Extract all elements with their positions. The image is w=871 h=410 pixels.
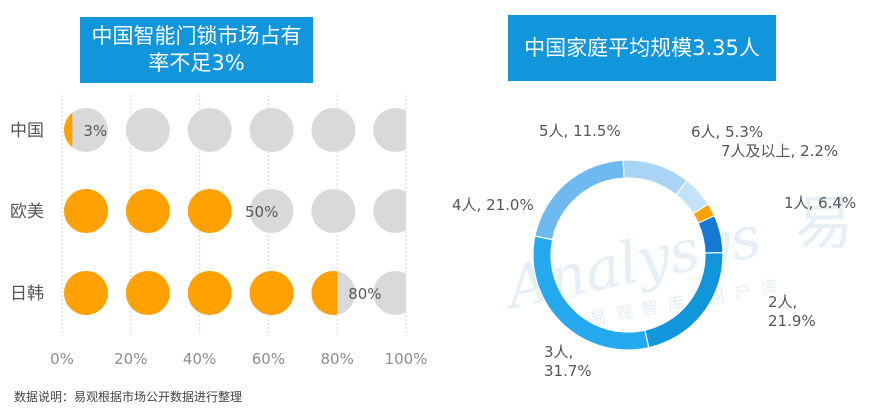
slice-label: 5人, 11.5% xyxy=(539,122,621,140)
data-label: 3% xyxy=(83,122,107,140)
donut-slice xyxy=(644,251,724,349)
household-size-donut-chart: 1人, 6.4% 2人, 21.9% 3人, 31.7% 4人, 21.0% 5人, 11.… xyxy=(452,122,856,380)
donut-slice xyxy=(534,159,625,241)
pictograph-icon-empty xyxy=(125,108,170,152)
left-chart-title-line-1: 中国智能门锁市场占有 xyxy=(91,24,302,48)
x-tick-label: 20% xyxy=(114,350,147,368)
pictograph-icon-empty xyxy=(187,108,232,152)
pictograph-icon-filled xyxy=(311,271,338,315)
pictograph-icon-filled xyxy=(64,271,108,315)
pictograph-icon-filled xyxy=(64,189,108,233)
pictograph-icon-filled xyxy=(125,189,170,233)
category-label: 欧美 xyxy=(10,202,44,222)
pictograph-icon-empty xyxy=(373,189,406,233)
pictograph-icon-empty xyxy=(249,189,294,233)
slice-label-line: 21.9% xyxy=(768,312,816,330)
category-label: 中国 xyxy=(10,121,44,141)
pictograph-icon-empty xyxy=(311,108,356,152)
slice-label: 7人及以上, 2.2% xyxy=(721,142,838,160)
pictograph-icon-empty xyxy=(373,271,406,315)
data-label: 80% xyxy=(348,285,381,303)
donut-slice xyxy=(692,203,716,224)
x-tick-label: 100% xyxy=(385,350,428,368)
slice-label: 2人, 21.9% xyxy=(768,293,816,330)
pictograph-row xyxy=(64,271,406,315)
pictograph-icon-empty xyxy=(311,189,356,233)
pictograph-icon-empty xyxy=(64,108,108,152)
slice-label: 6人, 5.3% xyxy=(691,123,763,141)
left-chart-title-line-2: 率不足3% xyxy=(148,51,245,75)
footnote: 数据说明：易观根据市场公开数据进行整理 xyxy=(14,390,243,404)
data-label: 50% xyxy=(245,203,278,221)
left-chart-title: 中国智能门锁市场占有 率不足3% xyxy=(80,17,313,83)
pictograph-icon-filled xyxy=(187,271,232,315)
pictograph-icon-filled xyxy=(125,271,170,315)
slice-label: 3人, 31.7% xyxy=(544,343,592,380)
pictograph-icon-filled xyxy=(64,112,73,148)
x-tick-label: 40% xyxy=(183,350,216,368)
pictograph-row xyxy=(64,189,406,233)
pictograph-icon-filled xyxy=(249,271,294,315)
pictograph-icon-empty xyxy=(373,108,406,152)
right-chart-title: 中国家庭平均规模3.35人 xyxy=(508,15,776,81)
slice-label-line: 31.7% xyxy=(544,362,592,380)
x-tick-label: 0% xyxy=(50,350,74,368)
pictograph-row xyxy=(64,108,406,152)
donut-slice xyxy=(532,235,650,351)
donut-slice xyxy=(622,159,688,196)
slice-label: 4人, 21.0% xyxy=(452,196,534,214)
slice-label-line: 2人, xyxy=(768,293,797,311)
slice-label: 1人, 6.4% xyxy=(784,194,856,212)
slice-label-line: 3人, xyxy=(544,343,573,361)
pictograph-icon-filled xyxy=(187,189,232,233)
category-label: 日韩 xyxy=(10,284,44,304)
x-tick-label: 60% xyxy=(252,350,285,368)
x-tick-label: 80% xyxy=(321,350,354,368)
pictograph-icon-empty xyxy=(249,108,294,152)
